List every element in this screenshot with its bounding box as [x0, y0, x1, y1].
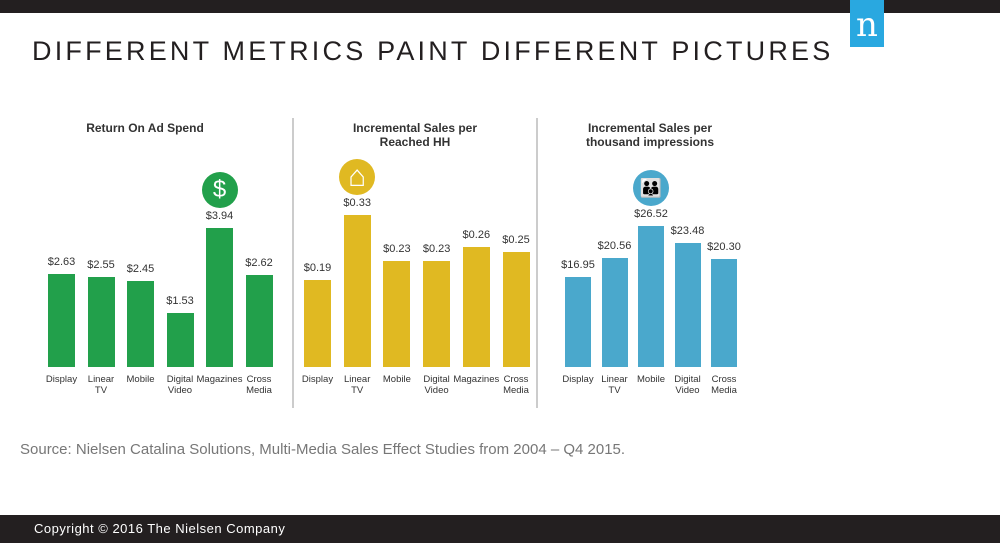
bar-cross-media	[245, 274, 273, 367]
category-label: Cross Media	[246, 374, 272, 396]
category-label: Mobile	[382, 374, 411, 385]
bar-magazines	[206, 227, 233, 367]
copyright: Copyright © 2016 The Nielsen Company	[34, 521, 286, 536]
data-label: $1.53	[166, 294, 194, 307]
bar-display	[304, 279, 331, 367]
bar-cross-media	[502, 252, 530, 367]
category-label: Digital Video	[166, 374, 194, 396]
bar-display	[565, 277, 591, 367]
bar-digital-video	[166, 312, 194, 367]
bar-linear-tv	[87, 276, 115, 367]
chart-title: Incremental Sales per thousand impressio…	[585, 121, 715, 149]
data-label: $0.26	[462, 229, 491, 242]
data-label: $2.63	[47, 256, 76, 269]
category-label: Linear TV	[87, 374, 115, 396]
category-label: Linear TV	[343, 374, 371, 396]
bar-digital-video	[674, 242, 701, 367]
dollar-icon: $	[201, 171, 238, 208]
data-label: $20.30	[707, 241, 741, 254]
data-label: $26.52	[634, 208, 668, 221]
data-label: $20.56	[597, 240, 632, 253]
footer: Copyright © 2016 The Nielsen Company	[0, 515, 1000, 543]
category-label: Digital Video	[423, 374, 450, 396]
data-label: $2.55	[87, 258, 115, 271]
data-label: $2.45	[126, 262, 155, 275]
chart-title: Return On Ad Spend	[86, 121, 204, 135]
category-label: Digital Video	[674, 374, 701, 396]
category-label: Magazines	[453, 374, 500, 385]
bar-digital-video	[423, 261, 451, 367]
bar-linear-tv	[343, 215, 371, 367]
top-bar	[0, 0, 1000, 13]
data-label: $23.48	[670, 224, 705, 237]
category-label: Cross Media	[503, 374, 529, 396]
source-note: Source: Nielsen Catalina Solutions, Mult…	[20, 441, 626, 458]
bar-linear-tv	[601, 258, 628, 367]
category-label: Cross Media	[711, 374, 737, 396]
data-label: $2.62	[245, 256, 273, 269]
category-label: Linear TV	[601, 374, 628, 396]
divider	[292, 118, 294, 408]
data-label: $0.33	[343, 197, 371, 210]
data-label: $16.95	[561, 259, 595, 272]
category-label: Display	[45, 374, 78, 385]
divider	[536, 118, 538, 408]
category-label: Mobile	[126, 374, 155, 385]
chart-title: Incremental Sales per Reached HH	[352, 121, 478, 149]
category-label: Display	[562, 374, 594, 385]
bar-display	[48, 274, 75, 367]
data-label: $3.94	[205, 209, 234, 222]
nielsen-logo: n	[850, 0, 884, 47]
category-label: Mobile	[637, 374, 665, 385]
bar-mobile	[383, 261, 411, 367]
data-label: $0.19	[303, 261, 332, 274]
people-icon: 👪	[633, 170, 669, 207]
category-label: Display	[301, 374, 334, 385]
bar-cross-media	[711, 259, 737, 367]
data-label: $0.23	[383, 243, 411, 256]
bar-mobile	[638, 226, 664, 367]
data-label: $0.25	[502, 234, 530, 246]
page-title: DIFFERENT METRICS PAINT DIFFERENT PICTUR…	[32, 36, 834, 66]
bar-mobile	[127, 280, 154, 367]
category-label: Magazines	[196, 374, 243, 385]
bar-magazines	[462, 247, 490, 367]
house-icon: ⌂	[339, 159, 376, 196]
data-label: $0.23	[422, 243, 451, 256]
